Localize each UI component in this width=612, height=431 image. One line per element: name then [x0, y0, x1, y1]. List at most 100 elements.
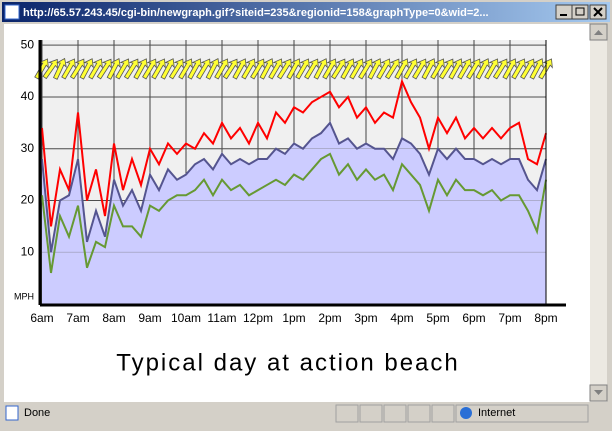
wind-arrow: [115, 58, 130, 80]
x-tick-label: 11am: [207, 311, 236, 325]
wind-arrow: [168, 58, 184, 80]
status-bar: [2, 404, 610, 424]
wind-arrow: [250, 58, 265, 80]
zone-pane: [455, 404, 589, 423]
area-fill: [42, 122, 546, 304]
status-panes: [335, 404, 589, 423]
wind-arrow: [151, 58, 166, 80]
title-bar: [2, 2, 610, 22]
wind-arrow: [106, 58, 121, 80]
zone-icon: [460, 407, 472, 419]
status-pane: [335, 404, 359, 423]
maximize-glyph: [575, 7, 585, 16]
x-tick-label: 4pm: [390, 311, 413, 325]
x-tick-label: 8am: [102, 311, 125, 325]
wind-arrow: [268, 58, 283, 80]
status-pane: [407, 404, 431, 423]
wind-arrow: [178, 58, 193, 80]
wind-arrow: [520, 58, 535, 80]
wind-arrow: [349, 58, 364, 80]
wind-arrow: [448, 58, 463, 80]
wind-arrow: [502, 58, 517, 80]
ie-icon: [4, 4, 20, 20]
wind-arrow: [358, 58, 373, 80]
wind-arrow: [394, 58, 409, 80]
chart-caption: Typical day at action beach: [116, 349, 460, 376]
wind-arrow: [438, 58, 454, 80]
wind-arrow: [241, 58, 256, 80]
minimize-button[interactable]: [555, 4, 573, 20]
window-title: http://65.57.243.45/cgi-bin/newgraph.gif…: [23, 7, 489, 19]
status-pane: [383, 404, 407, 423]
close-glyph: [593, 7, 603, 17]
status-text: Done: [24, 407, 50, 419]
wind-arrow: [457, 58, 472, 80]
window-buttons[interactable]: [555, 4, 607, 20]
wind-arrow: [42, 58, 58, 80]
x-tick-label: 12pm: [243, 311, 273, 325]
x-tick-label: 10am: [171, 311, 201, 325]
x-tick-label: 1pm: [282, 311, 305, 325]
wind-arrow: [276, 58, 292, 80]
scroll-down-glyph: [594, 390, 603, 395]
y-tick-label: 30: [21, 141, 35, 155]
chart: 10 20 30 40 50 6am 7am 8am 9am 10am 11am 12pm 1pm 2pm…: [14, 37, 566, 325]
wind-arrow: [222, 58, 238, 80]
wind-arrow: [286, 58, 301, 80]
wind-arrow: [412, 58, 427, 80]
wind-arrow: [376, 58, 391, 80]
wind-arrow: [466, 58, 481, 80]
scroll-up-glyph: [594, 30, 603, 35]
y-axis-label: MPH: [14, 291, 34, 301]
wind-arrow: [367, 58, 382, 80]
x-tick-label: 6pm: [462, 311, 485, 325]
x-tick-label: 8pm: [534, 311, 557, 325]
x-tick-label: 2pm: [318, 311, 341, 325]
wind-arrow: [214, 58, 229, 80]
maximize-button[interactable]: [571, 4, 589, 20]
wind-arrow: [69, 58, 85, 80]
wind-arrow: [304, 58, 319, 80]
y-tick-label: 40: [21, 89, 35, 103]
series-line: [41, 152, 547, 274]
x-tick-label: 7pm: [498, 311, 521, 325]
wind-arrow: [511, 58, 526, 80]
wind-arrow: [384, 58, 400, 80]
wind-arrow: [88, 58, 103, 80]
wind-arrow: [484, 58, 499, 80]
wind-arrow: [475, 58, 490, 80]
wind-arrow: [61, 58, 76, 80]
y-tick-label: 10: [21, 244, 35, 258]
wind-arrow: [492, 58, 508, 80]
wind-arrow: [133, 58, 148, 80]
series-line: [41, 78, 547, 227]
status-icon: [5, 405, 19, 421]
series-line: [41, 120, 547, 253]
scrollbar[interactable]: [590, 24, 607, 402]
x-tick-label: 3pm: [354, 311, 377, 325]
wind-arrow: [322, 58, 337, 80]
status-pane: [431, 404, 455, 423]
zone-text: Internet: [478, 407, 515, 419]
x-tick-label: 6am: [30, 311, 53, 325]
wind-arrow: [421, 58, 436, 80]
wind-arrow: [123, 58, 139, 80]
wind-arrow: [96, 58, 112, 80]
wind-arrow: [142, 58, 157, 80]
status-pane: [359, 404, 383, 423]
wind-arrow: [340, 58, 355, 80]
wind-arrow: [313, 58, 328, 80]
wind-arrow: [529, 58, 544, 80]
wind-arrow: [259, 58, 274, 80]
wind-arrow: [160, 58, 175, 80]
x-tick-label: 5pm: [426, 311, 449, 325]
wind-arrow: [430, 58, 445, 80]
y-tick-label: 20: [21, 193, 35, 207]
wind-arrow: [196, 58, 211, 80]
wind-arrow: [403, 58, 418, 80]
x-tick-label: 9am: [138, 311, 161, 325]
y-tick-label: 50: [21, 37, 35, 51]
wind-arrow: [187, 58, 202, 80]
